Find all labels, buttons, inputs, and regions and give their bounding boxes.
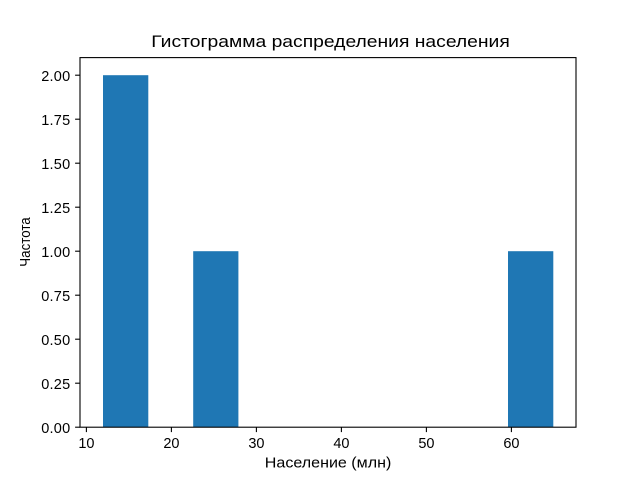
svg-text:20: 20 [163,436,179,452]
svg-text:1.25: 1.25 [41,201,70,217]
svg-text:Частота: Частота [18,216,34,266]
svg-text:10: 10 [78,436,94,452]
svg-text:30: 30 [248,436,264,452]
svg-text:Гистограмма распределения насе: Гистограмма распределения населения [151,32,510,51]
svg-text:0.25: 0.25 [41,377,70,393]
svg-text:60: 60 [503,436,519,452]
svg-text:0.50: 0.50 [41,333,70,349]
svg-text:1.50: 1.50 [41,157,70,173]
svg-text:2.00: 2.00 [41,69,70,85]
svg-text:1.75: 1.75 [41,113,70,129]
svg-text:50: 50 [418,436,434,452]
svg-text:0.75: 0.75 [41,289,70,305]
svg-text:Население (млн): Население (млн) [265,456,392,472]
svg-text:40: 40 [333,436,349,452]
svg-text:0.00: 0.00 [41,421,70,437]
svg-text:1.00: 1.00 [41,245,70,261]
